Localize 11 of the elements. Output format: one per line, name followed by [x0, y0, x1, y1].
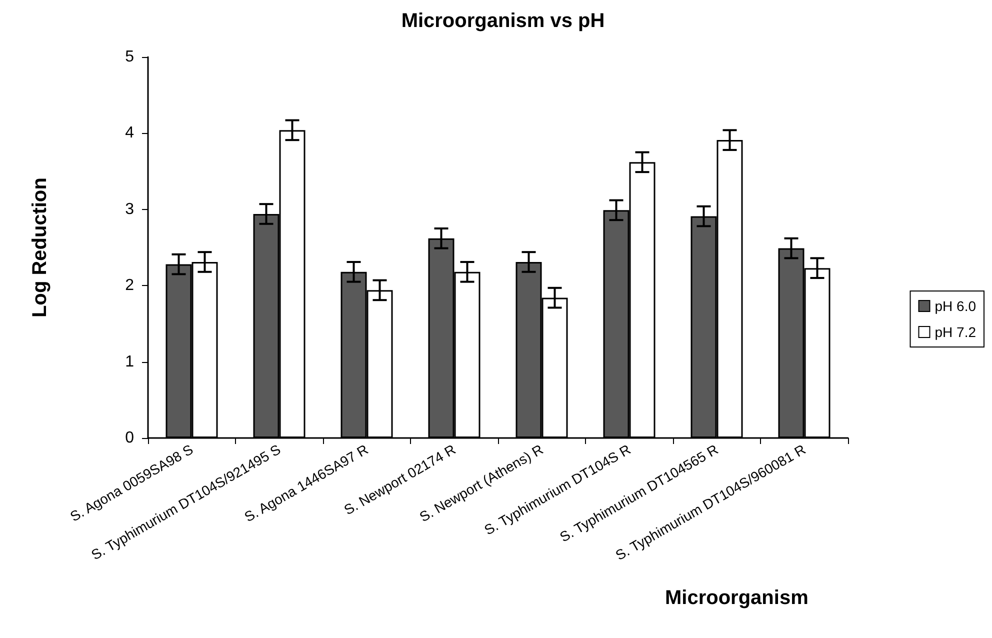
legend-label: pH 6.0: [934, 298, 976, 314]
y-axis-title: Log Reduction: [29, 178, 51, 318]
y-tick-label: 1: [125, 353, 134, 370]
legend-label: pH 7.2: [934, 324, 976, 340]
x-axis-title: Microorganism: [665, 587, 808, 609]
y-tick-label: 4: [125, 124, 134, 142]
y-tick-label: 3: [125, 200, 134, 218]
chart-title: Microorganism vs pH: [401, 10, 605, 32]
y-tick-label: 5: [125, 48, 134, 66]
y-tick-label: 0: [125, 430, 134, 446]
y-tick-label: 2: [125, 277, 134, 294]
